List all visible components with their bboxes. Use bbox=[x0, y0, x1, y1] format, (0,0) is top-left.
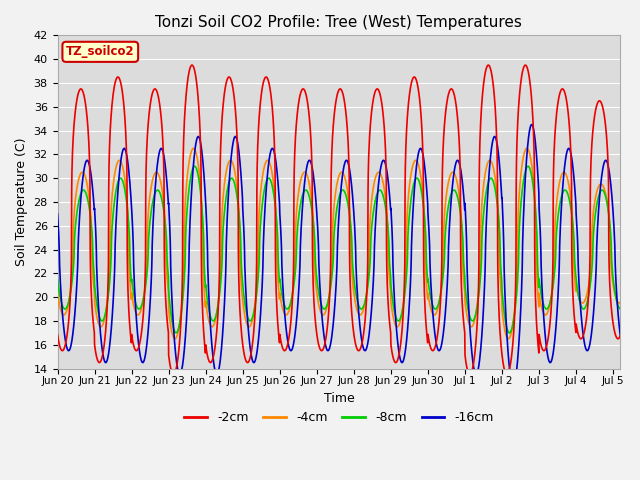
-4cm bbox=[620, 291, 628, 297]
-2cm bbox=[54, 332, 61, 337]
Line: -2cm: -2cm bbox=[58, 65, 624, 374]
-4cm bbox=[119, 164, 127, 169]
-16cm bbox=[528, 122, 536, 128]
-8cm bbox=[172, 330, 180, 336]
-8cm bbox=[619, 303, 627, 309]
-2cm bbox=[188, 62, 196, 68]
-8cm bbox=[363, 290, 371, 296]
-16cm bbox=[474, 369, 481, 375]
-2cm bbox=[602, 124, 609, 130]
-4cm bbox=[363, 288, 371, 294]
-4cm bbox=[54, 290, 61, 296]
-8cm bbox=[474, 298, 482, 303]
-4cm bbox=[602, 191, 609, 197]
-16cm bbox=[620, 348, 628, 353]
-8cm bbox=[119, 178, 127, 184]
Title: Tonzi Soil CO2 Profile: Tree (West) Temperatures: Tonzi Soil CO2 Profile: Tree (West) Temp… bbox=[156, 15, 522, 30]
-2cm bbox=[620, 312, 628, 318]
-8cm bbox=[191, 163, 198, 169]
-4cm bbox=[619, 295, 627, 300]
-2cm bbox=[363, 292, 371, 298]
-8cm bbox=[620, 300, 628, 306]
-16cm bbox=[113, 212, 120, 218]
Legend: -2cm, -4cm, -8cm, -16cm: -2cm, -4cm, -8cm, -16cm bbox=[179, 406, 499, 429]
-16cm bbox=[54, 211, 61, 216]
-2cm bbox=[619, 320, 627, 326]
-2cm bbox=[113, 76, 120, 82]
-16cm bbox=[602, 157, 609, 163]
-16cm bbox=[509, 384, 517, 389]
Text: TZ_soilco2: TZ_soilco2 bbox=[66, 45, 134, 59]
-4cm bbox=[474, 293, 482, 299]
Line: -4cm: -4cm bbox=[58, 148, 624, 339]
-2cm bbox=[170, 372, 177, 377]
-4cm bbox=[171, 336, 179, 342]
-16cm bbox=[619, 346, 627, 352]
-8cm bbox=[113, 186, 120, 192]
-4cm bbox=[189, 145, 197, 151]
X-axis label: Time: Time bbox=[324, 392, 355, 405]
Y-axis label: Soil Temperature (C): Soil Temperature (C) bbox=[15, 138, 28, 266]
Line: -16cm: -16cm bbox=[58, 125, 624, 386]
-2cm bbox=[119, 91, 127, 97]
Line: -8cm: -8cm bbox=[58, 166, 624, 333]
-8cm bbox=[54, 276, 61, 282]
-8cm bbox=[602, 194, 609, 200]
-4cm bbox=[113, 163, 120, 168]
-2cm bbox=[474, 299, 482, 304]
-16cm bbox=[362, 347, 370, 352]
-16cm bbox=[119, 148, 127, 154]
